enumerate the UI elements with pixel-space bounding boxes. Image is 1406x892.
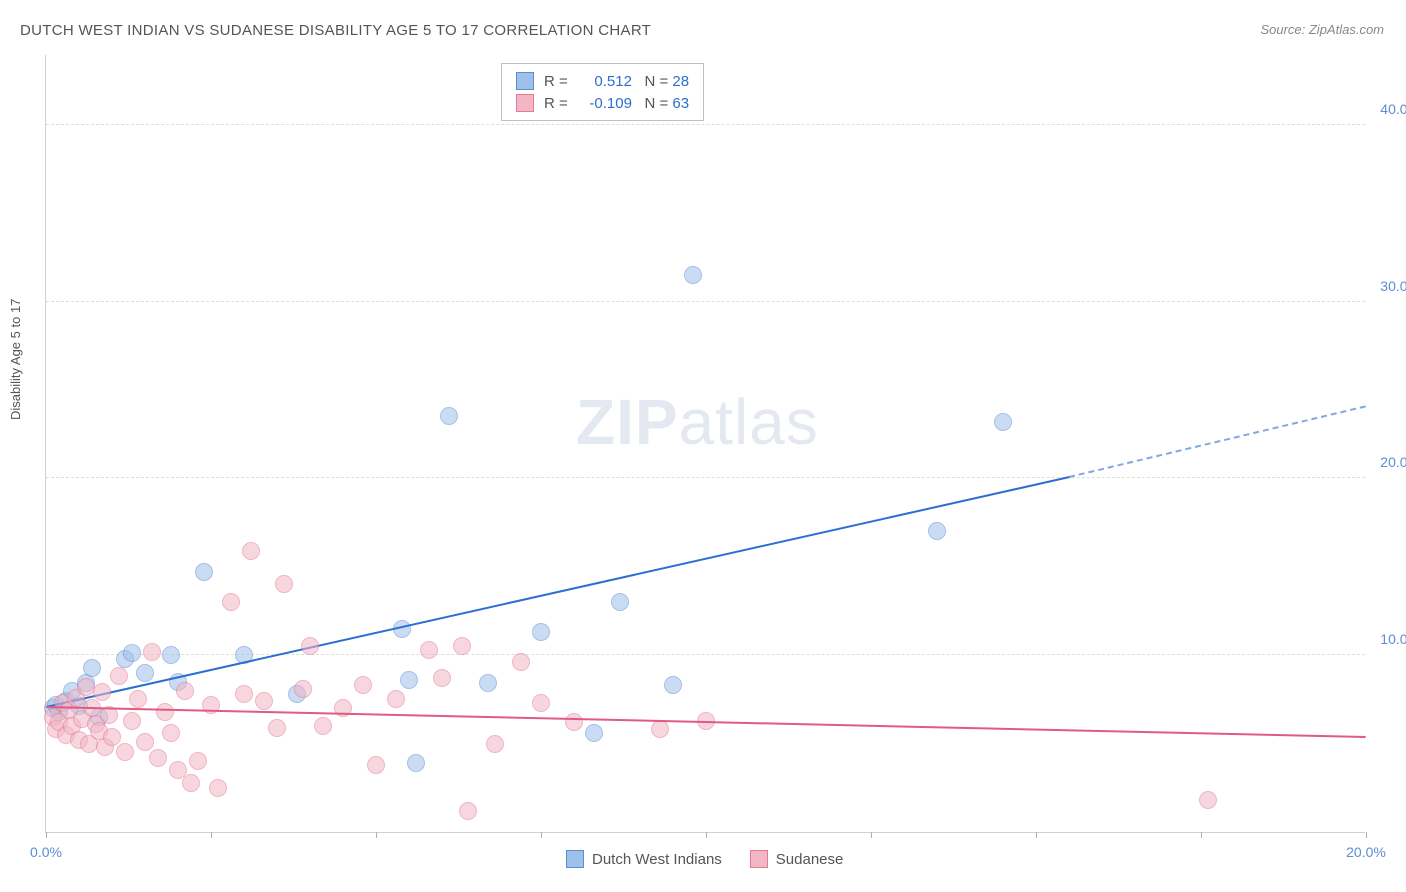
data-point [195,563,213,581]
x-tick [1201,832,1202,838]
data-point [110,667,128,685]
data-point [116,743,134,761]
y-tick-label: 40.0% [1370,101,1406,117]
data-point [585,724,603,742]
data-point [453,637,471,655]
x-tick [871,832,872,838]
x-tick [211,832,212,838]
data-point [387,690,405,708]
legend-swatch [566,850,584,868]
trend-line [46,476,1069,708]
chart-title: DUTCH WEST INDIAN VS SUDANESE DISABILITY… [20,22,651,39]
y-tick-label: 20.0% [1370,454,1406,470]
x-tick-label: 20.0% [1346,844,1386,860]
data-point [123,712,141,730]
data-point [294,680,312,698]
data-point [176,682,194,700]
legend-label: Dutch West Indians [592,851,722,868]
legend-swatch [750,850,768,868]
data-point [242,542,260,560]
data-point [611,593,629,611]
gridline [46,477,1365,478]
data-point [664,676,682,694]
data-point [532,694,550,712]
data-point [367,756,385,774]
x-tick-label: 0.0% [30,844,62,860]
data-point [129,690,147,708]
data-point [400,671,418,689]
correlation-scatter-chart: ZIPatlas 10.0%20.0%30.0%40.0%0.0%20.0%R … [45,55,1365,833]
legend-item: Sudanese [750,850,844,868]
data-point [1199,791,1217,809]
data-point [156,703,174,721]
x-tick [706,832,707,838]
legend-swatch [516,94,534,112]
x-tick [46,832,47,838]
data-point [222,593,240,611]
data-point [532,623,550,641]
data-point [994,413,1012,431]
legend-stat-text: R = 0.512 N = 28 [544,73,689,90]
y-tick-label: 10.0% [1370,631,1406,647]
data-point [354,676,372,694]
x-tick [1036,832,1037,838]
data-point [149,749,167,767]
gridline [46,124,1365,125]
data-point [486,735,504,753]
data-point [123,644,141,662]
x-tick [541,832,542,838]
data-point [136,664,154,682]
data-point [565,713,583,731]
data-point [928,522,946,540]
legend-row: R = -0.109 N = 63 [516,92,689,114]
data-point [77,678,95,696]
legend-label: Sudanese [776,851,844,868]
data-point [209,779,227,797]
gridline [46,301,1365,302]
data-point [684,266,702,284]
data-point [512,653,530,671]
data-point [93,683,111,701]
data-point [314,717,332,735]
data-point [103,728,121,746]
data-point [301,637,319,655]
y-axis-label: Disability Age 5 to 17 [8,299,23,420]
data-point [275,575,293,593]
series-legend: Dutch West Indians Sudanese [566,850,843,868]
y-tick-label: 30.0% [1370,278,1406,294]
legend-row: R = 0.512 N = 28 [516,70,689,92]
x-tick [376,832,377,838]
data-point [479,674,497,692]
data-point [83,659,101,677]
data-point [235,685,253,703]
data-point [459,802,477,820]
data-point [182,774,200,792]
correlation-legend: R = 0.512 N = 28 R = -0.109 N = 63 [501,63,704,121]
data-point [407,754,425,772]
data-point [268,719,286,737]
data-point [420,641,438,659]
legend-swatch [516,72,534,90]
watermark: ZIPatlas [576,385,819,459]
data-point [143,643,161,661]
data-point [440,407,458,425]
data-point [433,669,451,687]
data-point [255,692,273,710]
x-tick [1366,832,1367,838]
legend-item: Dutch West Indians [566,850,722,868]
data-point [136,733,154,751]
data-point [162,724,180,742]
data-point [162,646,180,664]
trend-line-extrapolation [1069,406,1366,479]
data-point [651,720,669,738]
legend-stat-text: R = -0.109 N = 63 [544,95,689,112]
source-attribution: Source: ZipAtlas.com [1260,22,1384,37]
data-point [189,752,207,770]
